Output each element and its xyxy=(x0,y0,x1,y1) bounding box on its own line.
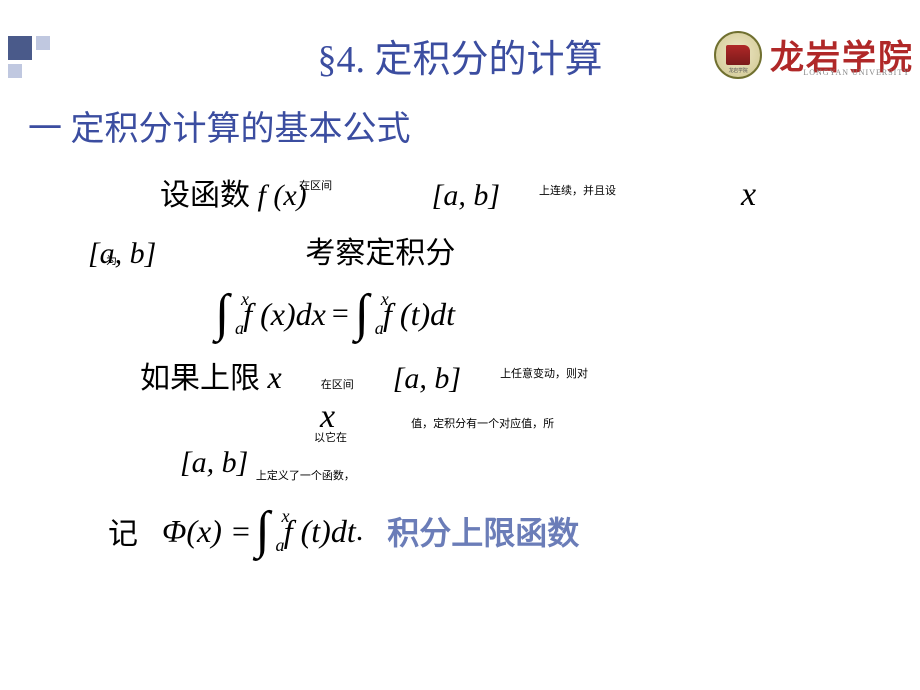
definition-line: 记 Φ(x) = ∫ x a f (t)dt . 积分上限函数 xyxy=(108,496,920,566)
math-ab: [a, b] xyxy=(180,446,248,479)
text-line-2: [a, b] 为 考察定积分 xyxy=(88,228,920,273)
note-defines: 上定义了一个函数， xyxy=(256,470,355,482)
note-continuous: 上连续，并且设 xyxy=(539,185,616,197)
integral-symbol-icon: ∫ xyxy=(355,293,369,335)
integral-symbol-icon: ∫ xyxy=(215,293,229,335)
text-line-5: x 以它在 值，定积分有一个对应值，所 xyxy=(320,398,920,446)
int-lower: a xyxy=(275,535,284,556)
note-vary: 上任意变动，则对 xyxy=(500,368,588,380)
integrand-2: f (t)dt xyxy=(383,296,455,333)
deco-square-mid xyxy=(36,36,50,50)
math-x: x xyxy=(741,176,756,213)
integral-symbol-icon: ∫ xyxy=(255,510,269,552)
note-in-interval: 在区间 xyxy=(321,379,354,391)
integral-2: ∫ x a xyxy=(355,293,369,335)
logo-flame-icon xyxy=(726,45,750,65)
integral-equation-1: ∫ x a f (x)dx = ∫ x a f (t)dt xyxy=(215,279,920,349)
int-upper: x xyxy=(381,289,389,310)
text-if-upper: 如果上限 xyxy=(140,362,260,395)
note-interval: 在区间 xyxy=(299,177,332,193)
slide: 龙岩学院 龙岩学院 LONGYAN UNIVERSITY §4. 定积分的计算 … xyxy=(0,28,920,690)
slide-body: 设函数 f (x) 在区间 [a, b] 上连续，并且设 x [a, b] 为 … xyxy=(0,170,920,566)
equals: = xyxy=(332,297,349,331)
integrand-1: f (x)dx xyxy=(243,296,326,333)
university-subtitle: LONGYAN UNIVERSITY xyxy=(803,68,910,77)
logo-badge-icon: 龙岩学院 xyxy=(714,31,762,79)
integral-1: ∫ x a xyxy=(215,293,229,335)
int-lower: a xyxy=(235,318,244,339)
period: . xyxy=(356,514,364,548)
text-line-6: [a, b] 上定义了一个函数， xyxy=(180,446,920,486)
concept-label: 积分上限函数 xyxy=(387,508,579,554)
deco-square-small xyxy=(8,64,22,78)
math-x: x xyxy=(268,359,282,395)
integrand-phi: f (t)dt xyxy=(284,513,356,550)
integral-phi: ∫ x a xyxy=(255,510,269,552)
math-ab: [a, b] xyxy=(432,179,500,212)
text-line-4: 如果上限 x 在区间 [a, b] 上任意变动，则对 xyxy=(140,353,920,398)
math-phi: Φ(x) = xyxy=(162,513,251,550)
int-upper: x xyxy=(281,506,289,527)
logo-badge-text: 龙岩学院 xyxy=(716,69,760,74)
math-ab: [a, b] xyxy=(88,237,156,270)
text-consider: 考察定积分 xyxy=(305,237,455,270)
deco-square-large xyxy=(8,36,32,60)
text-prefix: 设函数 xyxy=(160,179,250,212)
note-sub: 为 xyxy=(106,252,117,268)
note-so-in: 以它在 xyxy=(314,429,347,445)
int-upper: x xyxy=(241,289,249,310)
note-value: 值，定积分有一个对应值，所 xyxy=(411,418,554,430)
corner-decoration xyxy=(0,28,80,88)
int-lower: a xyxy=(375,318,384,339)
math-ab: [a, b] xyxy=(393,362,461,395)
section-heading: 一 定积分计算的基本公式 xyxy=(28,101,920,150)
text-line-1: 设函数 f (x) 在区间 [a, b] 上连续，并且设 x xyxy=(160,170,920,220)
text-denote: 记 xyxy=(108,509,138,553)
